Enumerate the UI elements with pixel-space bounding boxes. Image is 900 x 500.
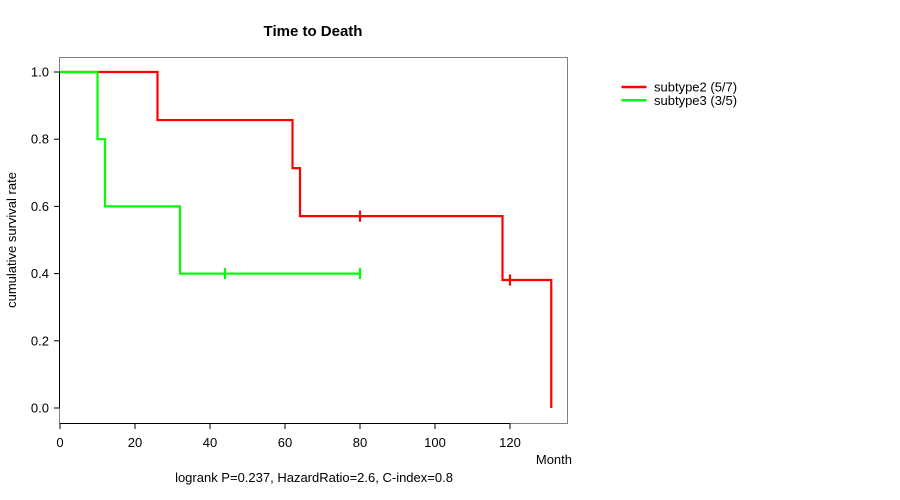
legend: subtype2 (5/7)subtype3 (3/5)	[621, 80, 737, 108]
y-tick-label: 0.0	[31, 401, 49, 416]
x-tick-label: 40	[203, 435, 217, 450]
y-tick-label: 0.6	[31, 199, 49, 214]
y-tick-label: 0.2	[31, 333, 49, 348]
y-tick-label: 1.0	[31, 65, 49, 80]
stats-annotation: logrank P=0.237, HazardRatio=2.6, C-inde…	[175, 470, 453, 485]
x-tick-label: 120	[499, 435, 521, 450]
y-axis-ticks	[54, 71, 60, 409]
series-group	[60, 70, 553, 408]
legend-label: subtype2 (5/7)	[654, 80, 737, 95]
y-tick-label: 0.4	[31, 266, 49, 281]
x-axis-tick-labels: 0 20 40 60 80 100 120	[56, 435, 520, 450]
y-tick-label: 0.8	[31, 132, 49, 147]
x-tick-label: 20	[128, 435, 142, 450]
x-axis-label: Month	[536, 452, 572, 467]
plot-frame	[59, 57, 568, 424]
x-tick-label: 60	[278, 435, 292, 450]
axis-lines	[59, 72, 510, 424]
y-axis-tick-labels: 0.0 0.2 0.4 0.6 0.8 1.0	[31, 65, 49, 416]
legend-label: subtype3 (3/5)	[654, 93, 737, 108]
x-tick-label: 100	[424, 435, 446, 450]
series-line-2	[60, 70, 360, 275]
x-tick-label: 0	[56, 435, 63, 450]
y-axis-label: cumulative survival rate	[4, 172, 19, 308]
x-tick-label: 80	[353, 435, 367, 450]
x-axis-ticks	[59, 423, 511, 429]
chart-title: Time to Death	[264, 23, 363, 40]
series-line-1	[60, 70, 553, 408]
